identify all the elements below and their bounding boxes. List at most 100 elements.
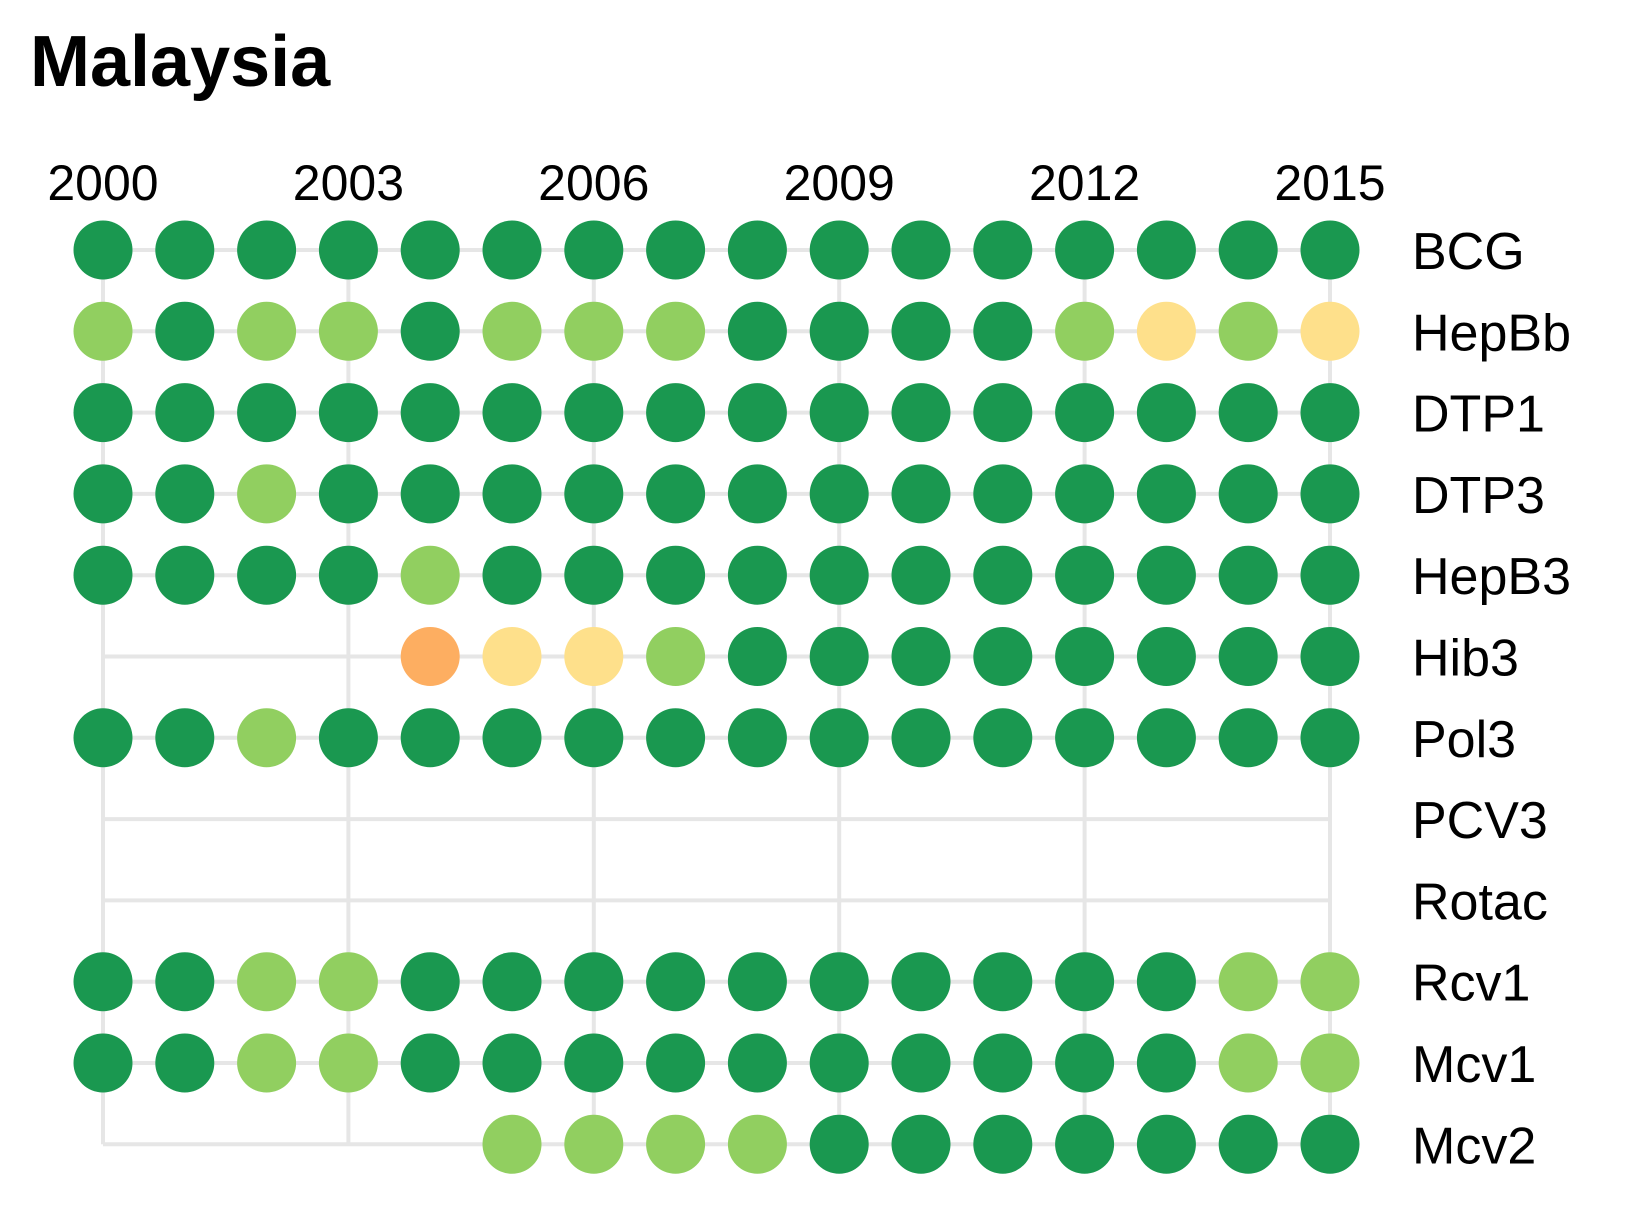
dot-Pol3-2003: [318, 708, 378, 768]
dot-HepBb-2011: [973, 301, 1033, 361]
dot-Pol3-2002: [237, 708, 297, 768]
dot-Mcv2-2011: [973, 1114, 1033, 1174]
dot-Rcv1-2008: [727, 952, 787, 1012]
dot-DTP1-2005: [482, 383, 542, 443]
dot-Mcv1-2010: [891, 1033, 951, 1093]
dot-Mcv1-2000: [73, 1033, 133, 1093]
dot-DTP1-2007: [646, 383, 706, 443]
dot-HepB3-2000: [73, 545, 133, 605]
dot-DTP1-2012: [1055, 383, 1115, 443]
dot-Mcv1-2012: [1055, 1033, 1115, 1093]
dot-Rcv1-2013: [1136, 952, 1196, 1012]
vaccine-label-HepB3: HepB3: [1412, 548, 1571, 606]
dot-Rcv1-2002: [237, 952, 297, 1012]
dot-HepBb-2013: [1136, 301, 1196, 361]
dot-Mcv2-2007: [646, 1114, 706, 1174]
dot-Rcv1-2014: [1218, 952, 1278, 1012]
dot-HepBb-2012: [1055, 301, 1115, 361]
dot-Rcv1-2015: [1300, 952, 1360, 1012]
dot-DTP1-2006: [564, 383, 624, 443]
dot-DTP3-2001: [155, 464, 215, 524]
vaccine-label-Mcv2: Mcv2: [1412, 1117, 1536, 1175]
dot-Mcv1-2008: [727, 1033, 787, 1093]
dot-Mcv1-2006: [564, 1033, 624, 1093]
dot-Mcv1-2009: [809, 1033, 869, 1093]
dot-HepB3-2007: [646, 545, 706, 605]
dot-Hib3-2005: [482, 627, 542, 686]
dot-Rcv1-2004: [400, 952, 460, 1012]
dot-BCG-2013: [1136, 220, 1196, 280]
dot-DTP3-2003: [318, 464, 378, 524]
dot-HepBb-2001: [155, 301, 215, 361]
dot-BCG-2005: [482, 220, 542, 280]
dot-HepB3-2011: [973, 545, 1033, 605]
dot-Mcv1-2003: [318, 1033, 378, 1093]
dot-DTP3-2008: [727, 464, 787, 524]
vaccine-label-Rcv1: Rcv1: [1412, 955, 1530, 1013]
x-tick-label-2003: 2003: [293, 155, 404, 211]
dot-DTP1-2001: [155, 383, 215, 443]
dot-Mcv1-2013: [1136, 1033, 1196, 1093]
dot-HepBb-2004: [400, 301, 460, 361]
dot-Hib3-2006: [564, 627, 624, 686]
vaccine-label-Rotac: Rotac: [1412, 873, 1548, 931]
dot-BCG-2002: [237, 220, 297, 280]
vaccine-label-Hib3: Hib3: [1412, 630, 1519, 688]
dot-Hib3-2015: [1300, 627, 1360, 686]
dot-HepB3-2012: [1055, 545, 1115, 605]
dot-BCG-2000: [73, 220, 133, 280]
dot-DTP1-2003: [318, 383, 378, 443]
dot-DTP3-2013: [1136, 464, 1196, 524]
dot-DTP3-2006: [564, 464, 624, 524]
dot-Hib3-2009: [809, 627, 869, 686]
dot-Mcv2-2013: [1136, 1114, 1196, 1174]
dot-HepB3-2010: [891, 545, 951, 605]
dot-BCG-2007: [646, 220, 706, 280]
grid-layer: [101, 248, 1332, 1147]
x-tick-label-2015: 2015: [1274, 155, 1385, 211]
dot-Rcv1-2012: [1055, 952, 1115, 1012]
vaccine-label-DTP3: DTP3: [1412, 467, 1545, 525]
dot-BCG-2009: [809, 220, 869, 280]
vaccine-label-Pol3: Pol3: [1412, 711, 1516, 769]
dot-DTP3-2009: [809, 464, 869, 524]
dot-Pol3-2013: [1136, 708, 1196, 768]
dot-DTP3-2004: [400, 464, 460, 524]
dot-Hib3-2004: [400, 627, 460, 686]
dot-DTP1-2004: [400, 383, 460, 443]
dot-Mcv2-2005: [482, 1114, 542, 1174]
x-tick-label-2000: 2000: [47, 155, 158, 211]
dot-BCG-2012: [1055, 220, 1115, 280]
dot-HepB3-2014: [1218, 545, 1278, 605]
dot-DTP3-2014: [1218, 464, 1278, 524]
dot-DTP1-2008: [727, 383, 787, 443]
dot-HepBb-2009: [809, 301, 869, 361]
dots-layer: [73, 220, 1360, 1174]
dot-Hib3-2010: [891, 627, 951, 686]
dot-Mcv1-2002: [237, 1033, 297, 1093]
dot-HepBb-2015: [1300, 301, 1360, 361]
dot-Mcv2-2015: [1300, 1114, 1360, 1174]
x-axis-ticks: 2000 2003 2006 2009 2012 2015: [47, 155, 1385, 211]
dot-HepBb-2003: [318, 301, 378, 361]
dot-Rcv1-2005: [482, 952, 542, 1012]
dot-HepBb-2010: [891, 301, 951, 361]
dot-Mcv2-2010: [891, 1114, 951, 1174]
dot-HepB3-2013: [1136, 545, 1196, 605]
dot-DTP3-2010: [891, 464, 951, 524]
dot-Pol3-2005: [482, 708, 542, 768]
dot-Rcv1-2010: [891, 952, 951, 1012]
dot-DTP1-2010: [891, 383, 951, 443]
dot-BCG-2006: [564, 220, 624, 280]
dot-Mcv1-2011: [973, 1033, 1033, 1093]
vaccine-labels: BCG HepBb DTP1 DTP3 HepB3 Hib3 Pol3 PCV3 Rotac Rc…: [1412, 223, 1571, 1175]
dot-Rcv1-2011: [973, 952, 1033, 1012]
dot-HepBb-2002: [237, 301, 297, 361]
dot-BCG-2011: [973, 220, 1033, 280]
dot-BCG-2001: [155, 220, 215, 280]
chart-title: Malaysia: [30, 22, 331, 102]
dot-Mcv2-2014: [1218, 1114, 1278, 1174]
dot-DTP1-2011: [973, 383, 1033, 443]
dot-Mcv2-2012: [1055, 1114, 1115, 1174]
